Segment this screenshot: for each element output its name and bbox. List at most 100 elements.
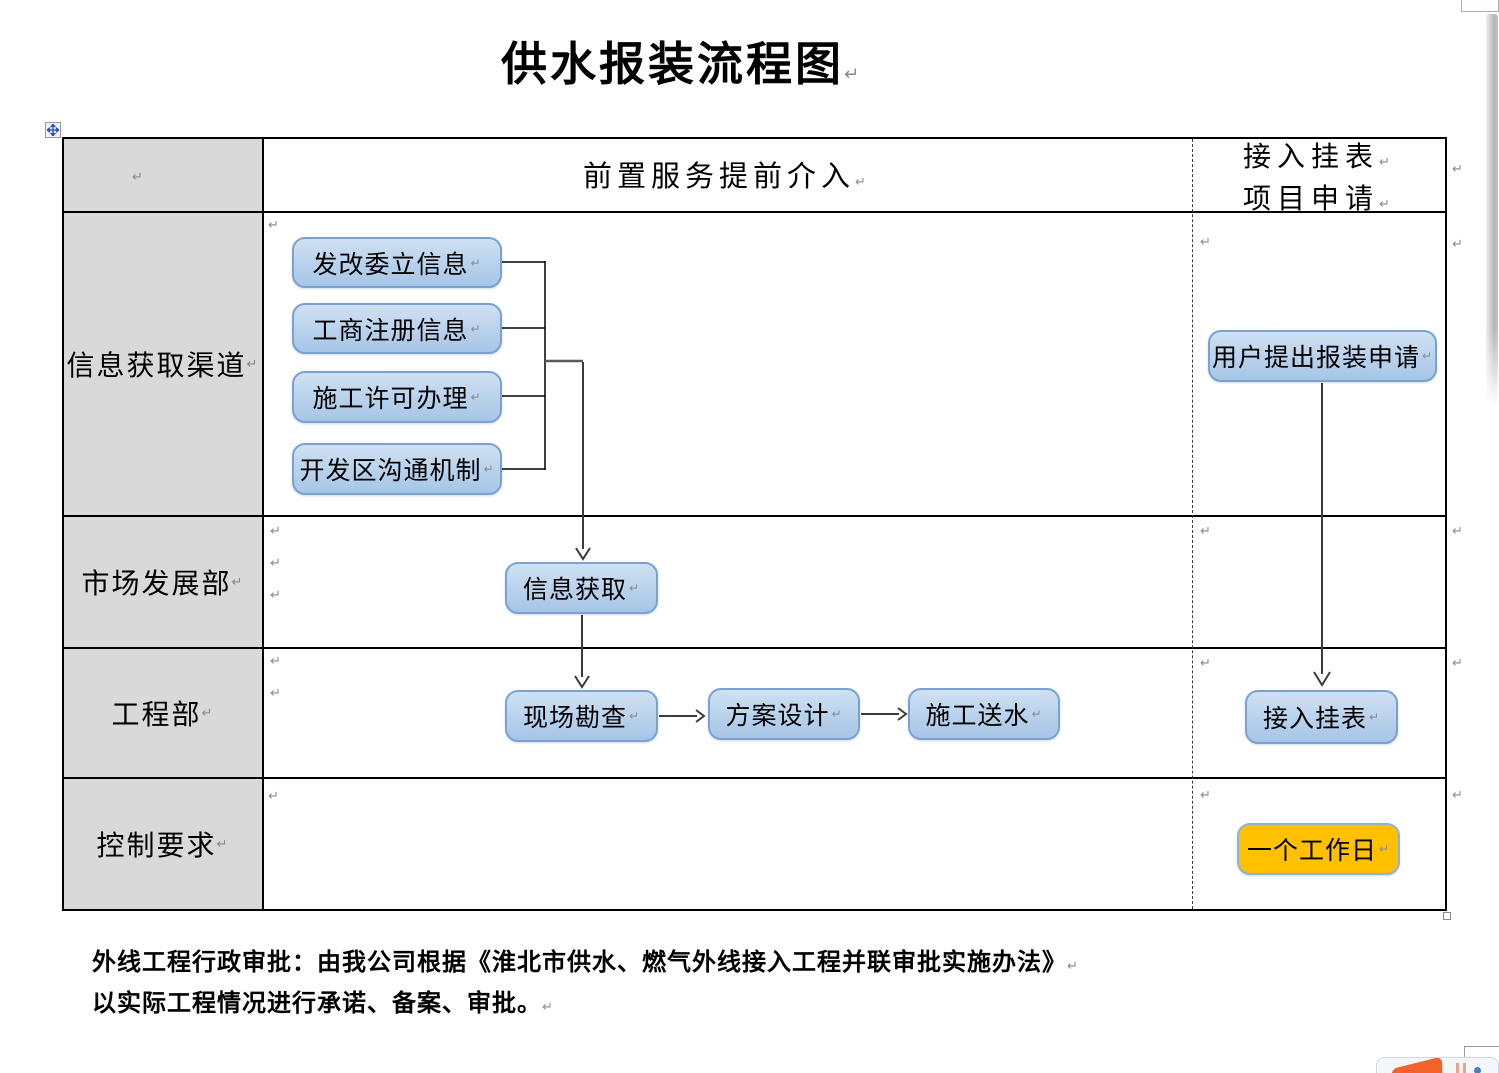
lane-label-text: 控制要求 xyxy=(96,831,217,862)
lane-label-text: 工程部 xyxy=(111,700,202,731)
paragraph-mark: ↵ xyxy=(246,356,260,372)
paragraph-mark: ↵ xyxy=(1452,788,1463,803)
footer-note: 外线工程行政审批：由我公司根据《淮北市供水、燃气外线接入工程并联审批实施办法》↵… xyxy=(92,944,1102,1026)
header-text: 接入挂表 xyxy=(1243,142,1380,173)
flow-box-business-reg-info[interactable]: 工商注册信息 ↵ xyxy=(292,303,502,354)
flow-box-label: 施工许可办理 xyxy=(312,386,469,413)
flow-box-label: 接入挂表 xyxy=(1262,706,1367,733)
footer-line-1: 外线工程行政审批：由我公司根据《淮北市供水、燃气外线接入工程并联审批实施办法》↵ xyxy=(92,944,1102,985)
paragraph-mark: ↵ xyxy=(270,686,281,701)
paragraph-mark: ↵ xyxy=(1452,162,1463,177)
paragraph-mark: ↵ xyxy=(628,709,641,723)
table-resize-handle[interactable] xyxy=(1443,912,1451,920)
lane-label-text: 市场发展部 xyxy=(81,569,232,600)
paragraph-mark: ↵ xyxy=(132,170,143,185)
page-title: 供水报装流程图↵ xyxy=(400,28,960,94)
paragraph-mark: ↵ xyxy=(855,175,871,190)
flow-box-meter-connection[interactable]: 接入挂表 ↵ xyxy=(1245,690,1398,744)
swimlane-table: 信息获取渠道 ↵ 市场发展部 ↵ 工程部 ↵ 控制要求 ↵ xyxy=(62,137,1447,911)
paragraph-mark: ↵ xyxy=(1452,237,1463,252)
flow-box-label: 施工送水 xyxy=(925,703,1030,730)
lane-label-control-req: 控制要求 ↵ xyxy=(64,779,262,909)
header-meter-apply: 接入挂表↵ 项目申请↵ xyxy=(1192,139,1447,223)
paragraph-mark: ↵ xyxy=(470,255,482,270)
paragraph-mark: ↵ xyxy=(1067,959,1079,974)
footer-text: 外线工程行政审批：由我公司根据《淮北市供水、燃气外线接入工程并联审批实施办法》 xyxy=(92,949,1067,976)
lane-label-engineering-dept: 工程部 ↵ xyxy=(64,649,262,777)
lane-header-cell xyxy=(64,139,262,211)
lane-label-market-dept: 市场发展部 ↵ xyxy=(64,517,262,647)
scrollbar-thumb[interactable] xyxy=(1486,14,1498,406)
paragraph-mark: ↵ xyxy=(201,705,215,721)
paragraph-mark: ↵ xyxy=(1200,788,1211,803)
paragraph-mark: ↵ xyxy=(542,1000,554,1015)
flow-box-scheme-design[interactable]: 方案设计 ↵ xyxy=(708,688,860,740)
paragraph-mark: ↵ xyxy=(270,654,281,669)
row-divider xyxy=(64,211,1445,213)
app-icon-popup[interactable] xyxy=(1376,1057,1499,1073)
dashed-column-divider xyxy=(1192,139,1193,909)
flow-box-one-workday[interactable]: 一个工作日 ↵ xyxy=(1237,823,1400,875)
table-move-handle-icon[interactable] xyxy=(45,122,61,138)
paragraph-mark: ↵ xyxy=(1031,707,1043,721)
popup-callout-line xyxy=(1464,1046,1465,1059)
flow-box-label: 开发区沟通机制 xyxy=(299,458,482,485)
row-divider xyxy=(64,647,1445,649)
paragraph-mark: ↵ xyxy=(628,581,641,595)
paragraph-mark: ↵ xyxy=(270,524,281,539)
flow-box-construction-permit[interactable]: 施工许可办理 ↵ xyxy=(292,371,502,423)
paragraph-mark: ↵ xyxy=(268,789,279,804)
four-way-arrow-icon xyxy=(47,124,59,136)
paragraph-mark: ↵ xyxy=(843,64,860,85)
footer-line-2: 以实际工程情况进行承诺、备案、审批。↵ xyxy=(92,985,1102,1026)
row-divider xyxy=(64,515,1445,517)
flow-box-ndrc-info[interactable]: 发改委立信息 ↵ xyxy=(292,237,502,288)
paragraph-mark: ↵ xyxy=(1378,842,1391,856)
paragraph-mark: ↵ xyxy=(1421,349,1434,363)
header-text: 项目申请 xyxy=(1243,184,1380,215)
scrollbar-top-box xyxy=(1461,0,1499,12)
paragraph-mark: ↵ xyxy=(231,574,245,590)
paragraph-mark: ↵ xyxy=(1200,524,1211,539)
flow-box-devzone-communication[interactable]: 开发区沟通机制 ↵ xyxy=(292,443,502,495)
paragraph-mark: ↵ xyxy=(483,462,495,476)
flow-box-label: 现场勘查 xyxy=(522,705,627,732)
paragraph-mark: ↵ xyxy=(1200,235,1211,250)
flow-box-label: 用户提出报装申请 xyxy=(1211,345,1420,372)
flow-box-site-survey[interactable]: 现场勘查 ↵ xyxy=(505,690,658,742)
app-logo-bar xyxy=(1456,1063,1459,1073)
flow-box-user-application[interactable]: 用户提出报装申请 ↵ xyxy=(1208,330,1437,382)
paragraph-mark: ↵ xyxy=(1452,524,1463,539)
app-logo-bar xyxy=(1463,1063,1466,1073)
flow-box-label: 信息获取 xyxy=(522,577,627,604)
flow-box-info-acquisition[interactable]: 信息获取 ↵ xyxy=(505,562,658,614)
app-logo-dot xyxy=(1474,1067,1481,1073)
page-title-text: 供水报装流程图 xyxy=(500,39,844,90)
flow-box-label: 一个工作日 xyxy=(1246,838,1377,865)
paragraph-mark: ↵ xyxy=(1200,656,1211,671)
paragraph-mark: ↵ xyxy=(1379,197,1396,212)
lane-label-text: 信息获取渠道 xyxy=(66,351,247,382)
paragraph-mark: ↵ xyxy=(470,321,482,336)
header-text: 前置服务提前介入 xyxy=(583,161,856,193)
paragraph-mark: ↵ xyxy=(1368,710,1381,724)
paragraph-mark: ↵ xyxy=(270,588,281,603)
paragraph-mark: ↵ xyxy=(216,836,230,852)
flow-box-label: 方案设计 xyxy=(725,703,830,730)
column-divider xyxy=(262,139,264,909)
paragraph-mark: ↵ xyxy=(470,390,482,404)
flow-box-construction-water[interactable]: 施工送水 ↵ xyxy=(908,688,1060,740)
lane-label-info-channels: 信息获取渠道 ↵ xyxy=(64,213,262,515)
flow-box-label: 发改委立信息 xyxy=(312,251,469,279)
paragraph-mark: ↵ xyxy=(268,218,279,233)
app-logo-icon xyxy=(1391,1058,1443,1073)
paragraph-mark: ↵ xyxy=(1379,155,1396,170)
footer-text: 以实际工程情况进行承诺、备案、审批。 xyxy=(92,990,542,1017)
paragraph-mark: ↵ xyxy=(831,707,843,721)
row-divider xyxy=(64,777,1445,779)
popup-callout-line xyxy=(1464,1046,1499,1047)
paragraph-mark: ↵ xyxy=(1452,656,1463,671)
flow-box-label: 工商注册信息 xyxy=(312,317,469,345)
header-pre-service: 前置服务提前介入↵ xyxy=(262,153,1192,195)
